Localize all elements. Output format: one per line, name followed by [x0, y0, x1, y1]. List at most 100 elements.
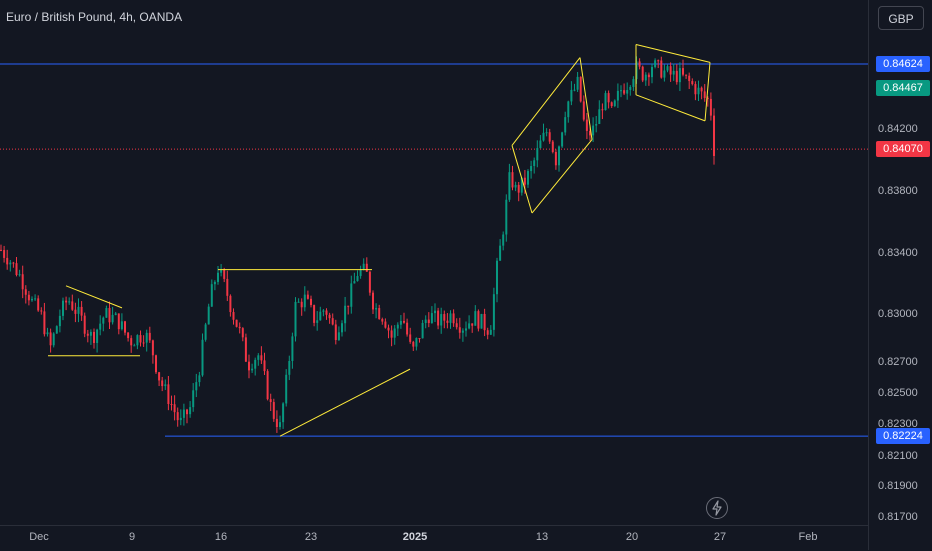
candle-body — [539, 140, 542, 149]
price-tick: 0.83800 — [878, 185, 918, 197]
candle-body — [306, 294, 309, 299]
candle-body — [120, 321, 123, 330]
candle-body — [368, 271, 371, 293]
candle-body — [384, 321, 387, 328]
candle-body — [164, 384, 167, 387]
candle-body — [654, 60, 657, 68]
candle-body — [300, 301, 303, 308]
candle-body — [257, 355, 260, 360]
candle-body — [375, 308, 378, 310]
candle-body — [34, 298, 37, 300]
pattern-wedge-upper — [635, 44, 711, 63]
candle-body — [558, 146, 560, 166]
candle-body — [424, 319, 427, 324]
candle-body — [709, 98, 712, 116]
price-chart[interactable] — [0, 0, 868, 525]
candle-body — [458, 327, 461, 333]
candle-body — [378, 308, 381, 320]
candle-body — [657, 60, 660, 62]
candle-body — [582, 101, 585, 120]
pattern-channel-upper — [511, 57, 581, 146]
candle-body — [409, 334, 412, 342]
candle-body — [691, 81, 694, 85]
candle-body — [127, 332, 130, 339]
candle-body — [62, 300, 64, 316]
candle-body — [148, 332, 151, 341]
candle-body — [55, 326, 58, 334]
currency-button[interactable]: GBP — [878, 6, 924, 30]
candle-body — [6, 257, 9, 265]
candle-body — [213, 281, 216, 285]
price-label: 0.84070 — [876, 141, 930, 158]
candle-body — [514, 184, 517, 188]
time-tick: Dec — [29, 531, 49, 543]
candle-body — [393, 328, 396, 338]
candle-body — [449, 313, 452, 323]
candle-body — [446, 320, 449, 323]
price-label: 0.84467 — [876, 80, 930, 97]
candle-body — [263, 360, 266, 372]
candle-body — [697, 87, 700, 95]
price-tick: 0.82300 — [878, 418, 918, 430]
candle-body — [616, 90, 619, 101]
candle-body — [204, 324, 207, 340]
candle-body — [24, 289, 27, 295]
candle-body — [74, 309, 77, 314]
candle-body — [629, 86, 632, 90]
candle-body — [58, 315, 61, 327]
candle-body — [223, 269, 226, 279]
candle-body — [232, 312, 235, 320]
candle-body — [316, 320, 319, 323]
symbol-title: Euro / British Pound, 4h, OANDA — [6, 10, 183, 24]
candle-body — [381, 319, 384, 322]
candle-body — [620, 90, 622, 92]
candle-body — [589, 130, 591, 136]
candle-body — [189, 407, 192, 415]
candle-body — [508, 172, 511, 200]
candle-body — [71, 301, 74, 310]
lightning-icon[interactable] — [706, 497, 728, 519]
candle-body — [325, 310, 328, 315]
candle-body — [517, 184, 520, 193]
candle-body — [551, 141, 554, 152]
time-tick: 23 — [304, 531, 318, 543]
candle-body — [672, 70, 675, 75]
candle-body — [77, 306, 80, 314]
candle-body — [96, 329, 99, 343]
price-tick: 0.84200 — [878, 123, 918, 135]
candle-body — [235, 319, 238, 327]
candle-body — [576, 76, 579, 90]
time-tick: 16 — [214, 531, 228, 543]
candle-body — [567, 101, 570, 118]
price-tick: 0.82700 — [878, 356, 918, 368]
price-label: 0.84624 — [876, 56, 930, 72]
candle-body — [176, 412, 179, 421]
candle-body — [545, 132, 548, 134]
candle-body — [443, 314, 446, 321]
price-axis[interactable] — [868, 0, 932, 550]
candle-body — [632, 79, 635, 87]
chart-area[interactable] — [0, 0, 868, 525]
candle-body — [139, 335, 142, 343]
candle-body — [130, 338, 133, 346]
price-tick: 0.82100 — [878, 450, 918, 462]
candle-body — [471, 323, 474, 326]
candle-body — [254, 359, 257, 369]
candle-body — [285, 374, 288, 404]
candle-body — [415, 338, 418, 347]
candle-body — [151, 340, 154, 356]
candle-body — [396, 324, 399, 329]
candle-body — [251, 368, 254, 371]
time-axis[interactable] — [0, 525, 868, 551]
candle-body — [486, 330, 489, 335]
candle-body — [207, 306, 210, 325]
candle-body — [455, 323, 458, 328]
candle-body — [297, 301, 300, 303]
candle-body — [328, 314, 331, 319]
candle-body — [365, 263, 368, 272]
candle-body — [15, 263, 18, 275]
pattern-channel-lower — [531, 139, 593, 214]
candle-body — [173, 404, 176, 413]
candle-body — [626, 89, 629, 94]
candle-body — [390, 330, 393, 338]
